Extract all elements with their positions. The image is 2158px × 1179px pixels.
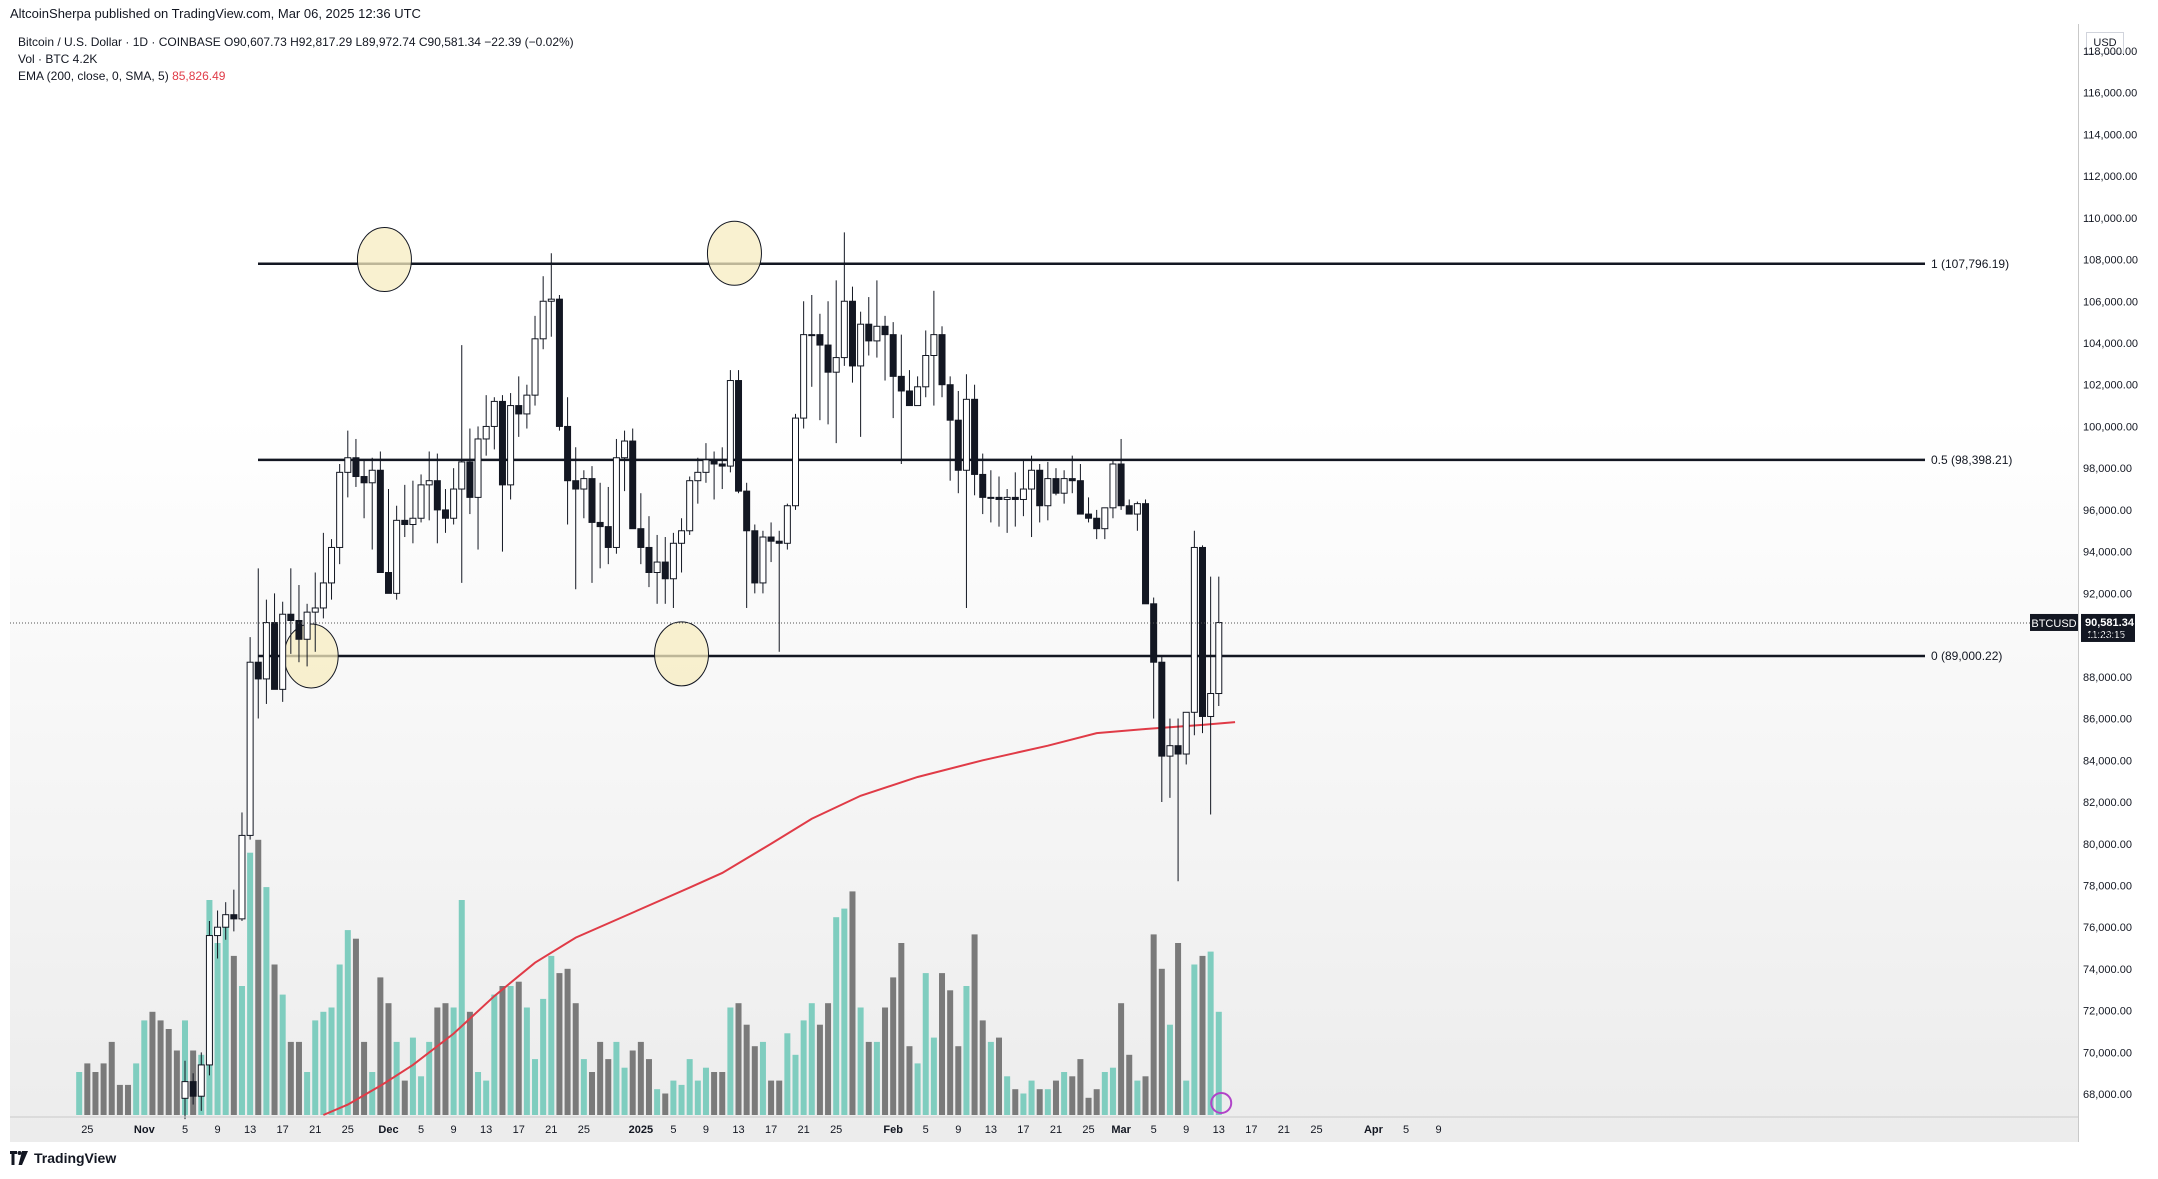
ema-legend[interactable]: EMA (200, close, 0, SMA, 5) 85,826.49 xyxy=(18,68,574,85)
publish-line: AltcoinSherpa published on TradingView.c… xyxy=(10,6,421,21)
chart-legend: Bitcoin / U.S. Dollar · 1D · COINBASE O9… xyxy=(18,34,574,85)
price-axis[interactable] xyxy=(2079,24,2158,1142)
chart-pane[interactable] xyxy=(10,24,2079,1142)
currency-label[interactable]: USD xyxy=(2086,32,2124,54)
footer-brand-label: TradingView xyxy=(34,1150,117,1166)
ema-label: EMA (200, close, 0, SMA, 5) xyxy=(18,69,169,83)
volume-legend[interactable]: Vol · BTC 4.2K xyxy=(18,52,98,66)
footer-brand[interactable]: TradingView xyxy=(10,1150,116,1166)
symbol-legend[interactable]: Bitcoin / U.S. Dollar · 1D · COINBASE O9… xyxy=(18,35,574,49)
ema-value: 85,826.49 xyxy=(172,69,226,83)
tradingview-logo-icon xyxy=(10,1151,28,1165)
